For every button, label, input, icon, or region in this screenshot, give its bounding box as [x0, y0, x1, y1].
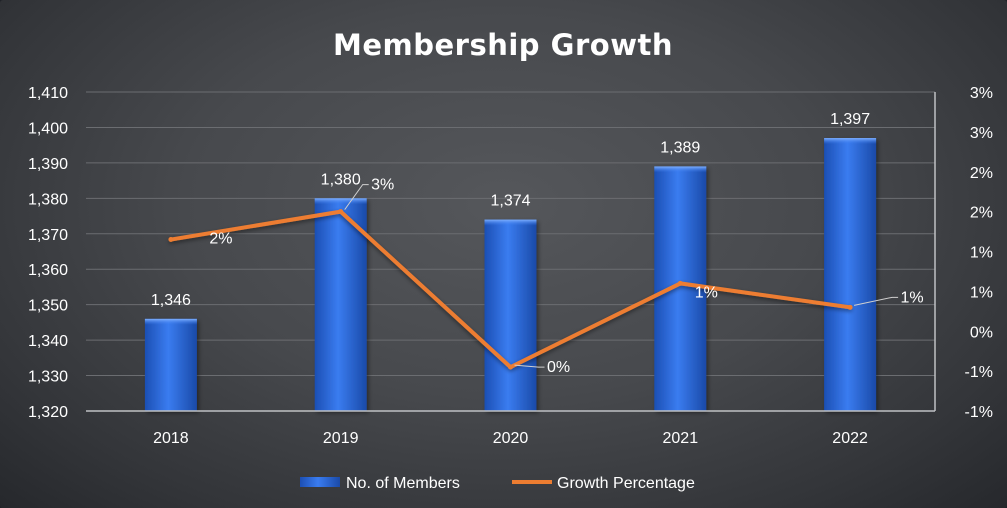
legend-label-growth: Growth Percentage [557, 475, 695, 492]
x-axis-tick-label: 2018 [153, 430, 189, 447]
y-axis-tick-label: 1,380 [28, 191, 68, 208]
bar-value-label: 1,389 [660, 139, 700, 156]
bar-highlight [824, 138, 877, 145]
bar-2020 [484, 219, 537, 411]
y-axis-tick-label: 1,350 [28, 298, 68, 315]
y2-axis-tick-label: 3% [970, 85, 993, 102]
y2-axis-tick-label: -1% [965, 404, 993, 421]
y2-axis-tick-label: 1% [970, 284, 993, 301]
y-axis-tick-label: 1,370 [28, 227, 68, 244]
growth-point [677, 280, 683, 286]
chart-title: Membership Growth [333, 28, 673, 62]
growth-point [338, 209, 344, 215]
bar-highlight [314, 198, 367, 205]
y-axis-tick-label: 1,390 [28, 156, 68, 173]
bar-highlight [654, 166, 707, 173]
bar-2021 [654, 166, 707, 411]
bar-value-label: 1,346 [151, 292, 191, 309]
x-axis-tick-label: 2022 [832, 430, 868, 447]
axes: 1,410 1,400 1,390 1,380 1,370 1,360 1,350 1,340… [28, 85, 993, 447]
y2-axis-tick-label: 0% [970, 324, 993, 341]
bar-value-label: 1,380 [321, 171, 361, 188]
x-axis-tick-label: 2019 [323, 430, 359, 447]
x-axis-tick-label: 2021 [663, 430, 699, 447]
line-series-growth [168, 209, 853, 370]
y-axis-tick-label: 1,320 [28, 404, 68, 421]
growth-value-label: 0% [547, 359, 570, 376]
label-leader-line [344, 184, 369, 210]
bar-2019 [314, 198, 367, 411]
bar-2018 [144, 318, 197, 411]
growth-point [168, 237, 174, 243]
growth-value-label: 1% [901, 289, 924, 306]
bar-value-label: 1,374 [490, 193, 530, 210]
legend-swatch-members [300, 477, 340, 487]
label-leader-line [853, 296, 899, 306]
y-axis-tick-label: 1,400 [28, 120, 68, 137]
y-axis-tick-label: 1,330 [28, 369, 68, 386]
growth-point [847, 304, 853, 310]
y2-axis-tick-label: 2% [970, 205, 993, 222]
x-axis-tick-label: 2020 [493, 430, 529, 447]
bar-value-label: 1,397 [830, 111, 870, 128]
growth-value-label: 1% [695, 284, 718, 301]
legend-label-members: No. of Members [346, 475, 460, 492]
growth-value-label: 3% [371, 177, 394, 194]
y-axis-tick-label: 1,360 [28, 262, 68, 279]
label-leader-line [514, 364, 545, 368]
bar-highlight [144, 318, 197, 325]
growth-point [508, 364, 513, 370]
y2-axis-tick-label: 2% [970, 165, 993, 182]
growth-value-label: 2% [209, 231, 232, 248]
data-labels: 1,346 1,380 1,374 1,389 1,397 2% 3% 0% 1% 1% [151, 111, 924, 376]
y2-axis-tick-label: 1% [970, 245, 993, 262]
bar-series-members [144, 138, 877, 412]
y2-axis-tick-label: -1% [965, 364, 993, 381]
y2-axis-tick-label: 3% [970, 125, 993, 142]
bar-2022 [824, 138, 877, 412]
bar-highlight [484, 219, 537, 226]
y-axis-tick-label: 1,340 [28, 333, 68, 350]
legend: No. of Members Growth Percentage [300, 475, 695, 492]
y-axis-tick-label: 1,410 [28, 85, 68, 102]
